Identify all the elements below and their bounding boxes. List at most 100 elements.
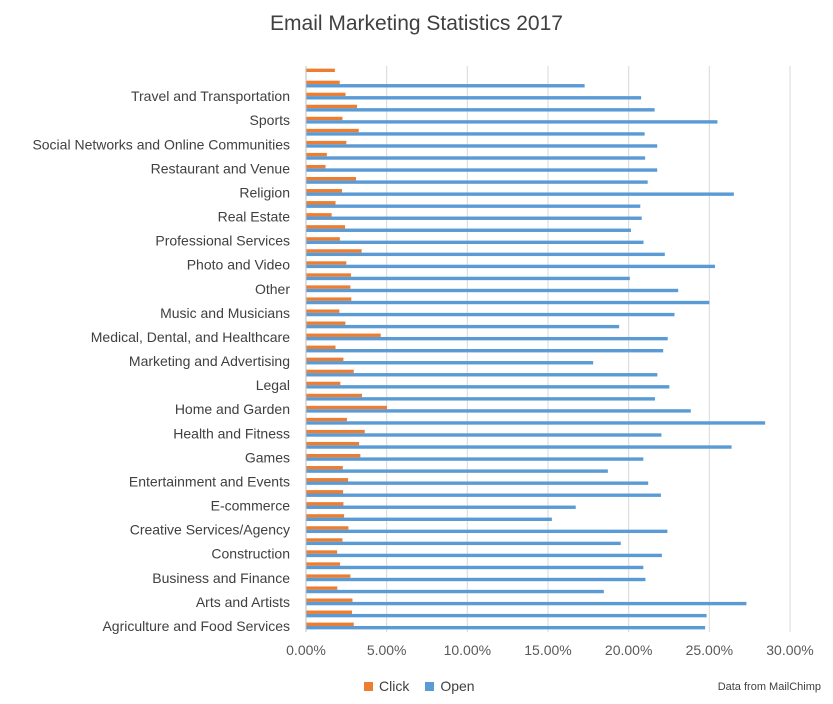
bar-open	[306, 565, 644, 570]
bar-click	[306, 429, 365, 434]
category-label: Construction	[211, 546, 290, 562]
bar-click	[306, 514, 345, 518]
category-label: Photo and Video	[187, 257, 290, 273]
bar-click	[306, 453, 361, 458]
category-label: Social Networks and Online Communities	[32, 136, 290, 152]
x-tick-label: 10.00%	[444, 642, 491, 658]
bar-click	[306, 297, 352, 301]
legend-item-open: Open	[425, 678, 475, 694]
bar-open	[306, 529, 668, 534]
category-label: Medical, Dental, and Healthcare	[91, 329, 290, 345]
bar-click	[306, 502, 344, 506]
bar-open	[306, 373, 658, 377]
bar-click	[306, 68, 335, 73]
bar-click	[306, 104, 357, 109]
bar-open	[306, 541, 621, 546]
x-tick-label: 30.00%	[766, 642, 813, 658]
bar-open	[306, 397, 655, 401]
category-label: Games	[245, 449, 290, 465]
bar-click	[306, 478, 349, 482]
bar-open	[306, 601, 747, 606]
bar-open	[306, 264, 715, 269]
category-label: Travel and Transportation	[131, 88, 290, 104]
category-label: Agriculture and Food Services	[102, 618, 290, 634]
bar-click	[306, 249, 362, 253]
bar-open	[306, 457, 644, 461]
category-label: Legal	[256, 377, 290, 393]
category-label: Music and Musicians	[160, 305, 290, 321]
bar-click	[306, 381, 341, 386]
bar-click	[306, 357, 344, 362]
bar-click	[306, 586, 338, 590]
bar-click	[306, 225, 346, 229]
bar-open	[306, 625, 706, 630]
bar-click	[306, 177, 357, 181]
bar-open	[306, 252, 665, 257]
bar-open	[306, 553, 662, 558]
bar-open	[306, 613, 707, 618]
bar-click	[306, 92, 346, 97]
bar-open	[306, 216, 642, 220]
bar-open	[306, 168, 658, 172]
bar-click	[306, 128, 359, 133]
bar-open	[306, 445, 732, 449]
bar-click	[306, 285, 351, 289]
legend-swatch-click	[364, 681, 373, 691]
bar-open	[306, 228, 631, 232]
bar-click	[306, 140, 347, 145]
bar-click	[306, 189, 342, 193]
source-note: Data from MailChimp	[717, 681, 821, 693]
legend-label-click: Click	[379, 678, 410, 694]
bar-open	[306, 180, 648, 184]
bar-click	[306, 273, 352, 277]
bar-open	[306, 589, 604, 594]
bar-open	[306, 324, 620, 329]
bar-open	[306, 505, 576, 509]
x-tick-label: 25.00%	[686, 642, 733, 658]
legend: Click Open	[364, 678, 475, 694]
bar-open	[306, 385, 670, 389]
bar-open	[306, 300, 710, 305]
category-label: Restaurant and Venue	[151, 160, 291, 176]
bar-open	[306, 120, 718, 124]
bar-open	[306, 361, 594, 365]
bar-click	[306, 164, 326, 169]
legend-item-click: Click	[364, 678, 409, 694]
bar-open	[306, 349, 664, 353]
bar-open	[306, 517, 552, 521]
bar-open	[306, 84, 585, 88]
x-tick-label: 5.00%	[367, 642, 407, 658]
category-label: Religion	[239, 184, 290, 200]
bar-click	[306, 309, 340, 313]
bar-click	[306, 562, 341, 566]
bar-click	[306, 417, 347, 422]
bar-open	[306, 108, 655, 112]
bar-open	[306, 144, 658, 148]
bar-click	[306, 369, 354, 374]
bar-click	[306, 393, 362, 398]
bar-click	[306, 598, 353, 602]
bar-click	[306, 441, 360, 446]
bar-open	[306, 276, 630, 281]
bar-click	[306, 490, 344, 494]
bar-open	[306, 204, 641, 208]
bar-click	[306, 80, 340, 85]
bar-click	[306, 321, 346, 325]
bar-click	[306, 538, 343, 542]
chart-title: Email Marketing Statistics 2017	[270, 12, 563, 35]
x-tick-label: 20.00%	[605, 642, 652, 658]
bar-click	[306, 213, 332, 217]
bar-click	[306, 237, 340, 241]
category-label: Creative Services/Agency	[130, 522, 290, 538]
bar-click	[306, 574, 351, 578]
bar-open	[306, 409, 691, 413]
category-label: Professional Services	[155, 233, 290, 249]
category-label: Business and Finance	[152, 570, 290, 586]
bar-open	[306, 469, 608, 473]
x-tick-label: 0.00%	[286, 642, 326, 658]
category-label: Other	[255, 281, 290, 297]
legend-swatch-open	[425, 681, 435, 691]
bar-click	[306, 152, 327, 157]
bar-click	[306, 466, 343, 470]
